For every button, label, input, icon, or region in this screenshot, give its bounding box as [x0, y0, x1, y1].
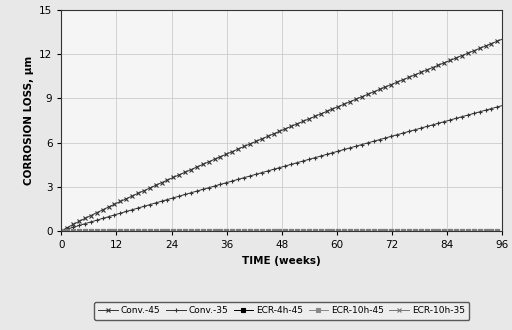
- ECR-4h-45: [328, 229, 334, 233]
- ECR-10h-35: [60, 229, 66, 233]
- Line: ECR-4h-45: ECR-4h-45: [60, 229, 503, 233]
- ECR-10h-35: [58, 229, 65, 233]
- Y-axis label: CORROSION LOSS, µm: CORROSION LOSS, µm: [24, 56, 34, 185]
- ECR-4h-45: [499, 229, 505, 233]
- ECR-4h-45: [60, 229, 66, 233]
- Conv.-45: [58, 229, 65, 233]
- Conv.-35: [328, 151, 334, 155]
- ECR-4h-45: [321, 229, 327, 233]
- ECR-10h-35: [321, 229, 327, 233]
- Conv.-35: [321, 153, 327, 157]
- Conv.-35: [58, 229, 65, 233]
- Conv.-35: [430, 123, 436, 127]
- ECR-10h-45: [430, 229, 436, 233]
- Conv.-35: [499, 104, 505, 108]
- Conv.-45: [319, 111, 325, 115]
- X-axis label: TIME (weeks): TIME (weeks): [242, 255, 321, 266]
- ECR-10h-35: [319, 229, 325, 233]
- ECR-10h-35: [430, 229, 436, 233]
- ECR-10h-45: [60, 229, 66, 233]
- ECR-4h-45: [58, 229, 65, 233]
- Conv.-35: [60, 228, 66, 232]
- ECR-10h-35: [457, 229, 463, 233]
- Conv.-45: [321, 111, 327, 115]
- Legend: Conv.-45, Conv.-35, ECR-4h-45, ECR-10h-45, ECR-10h-35: Conv.-45, Conv.-35, ECR-4h-45, ECR-10h-4…: [94, 302, 470, 320]
- ECR-4h-45: [430, 229, 436, 233]
- Conv.-35: [457, 115, 463, 119]
- ECR-10h-45: [328, 229, 334, 233]
- Line: ECR-10h-35: ECR-10h-35: [59, 229, 504, 233]
- Conv.-45: [328, 108, 334, 112]
- Line: Conv.-35: Conv.-35: [59, 103, 504, 233]
- Conv.-45: [60, 228, 66, 232]
- ECR-10h-35: [499, 229, 505, 233]
- ECR-4h-45: [457, 229, 463, 233]
- Line: ECR-10h-45: ECR-10h-45: [60, 229, 503, 233]
- ECR-10h-45: [319, 229, 325, 233]
- ECR-10h-45: [321, 229, 327, 233]
- Conv.-45: [457, 54, 463, 58]
- ECR-10h-35: [328, 229, 334, 233]
- Conv.-45: [499, 37, 505, 41]
- Conv.-45: [430, 66, 436, 70]
- ECR-10h-45: [457, 229, 463, 233]
- Line: Conv.-45: Conv.-45: [59, 37, 504, 233]
- ECR-4h-45: [319, 229, 325, 233]
- ECR-10h-45: [58, 229, 65, 233]
- Conv.-35: [319, 154, 325, 158]
- ECR-10h-45: [499, 229, 505, 233]
